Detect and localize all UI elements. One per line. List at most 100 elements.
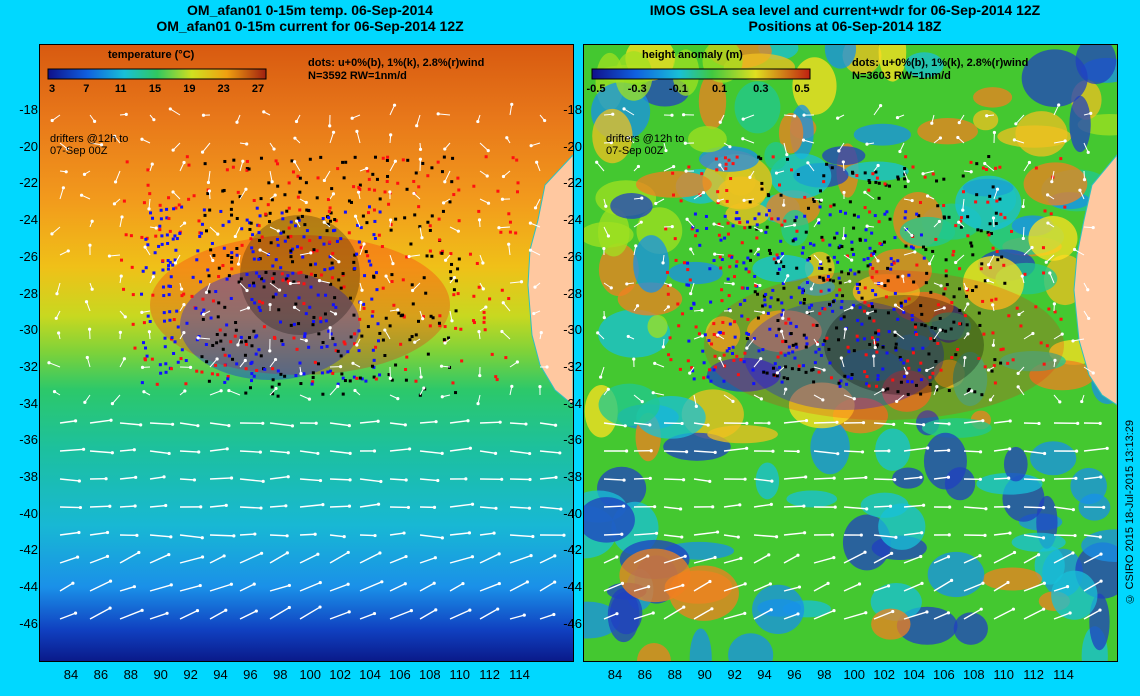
- current-arrow-head: [821, 398, 825, 402]
- drifter-dot: [896, 317, 900, 321]
- drifter-dot: [437, 321, 441, 325]
- current-arrow-head: [539, 330, 543, 335]
- drifter-dot: [352, 375, 356, 379]
- current-arrow: [409, 254, 421, 258]
- current-arrow-head: [90, 219, 94, 223]
- current-arrow: [843, 551, 866, 564]
- drifter-dot: [882, 240, 886, 244]
- current-arrow: [873, 389, 884, 396]
- drifter-dot: [358, 183, 362, 187]
- sea-level-map-panel[interactable]: height anomaly (m) -0.5 -0.3 -0.1 0.1 0.3 0.5…: [583, 44, 1118, 662]
- current-arrow: [119, 609, 143, 620]
- drifter-dot: [258, 300, 262, 304]
- current-arrow-head: [921, 172, 925, 176]
- drifter-dot: [131, 322, 135, 326]
- drifter-dot: [746, 220, 750, 224]
- drifter-dot: [693, 212, 697, 216]
- current-arrow-head: [54, 316, 58, 320]
- current-arrow-head: [797, 585, 802, 589]
- current-arrow-head: [1016, 385, 1020, 389]
- drifter-dot: [827, 347, 831, 351]
- drifter-dot: [973, 390, 977, 394]
- current-arrow-head: [1086, 288, 1090, 292]
- drifter-dot: [839, 306, 843, 310]
- drifter-dot: [253, 301, 257, 305]
- left-drifter-note: drifters @12h to 07-Sep 00Z: [50, 133, 128, 157]
- drifter-dot: [729, 177, 733, 181]
- drifter-dot: [870, 302, 874, 306]
- current-arrow: [109, 254, 121, 257]
- current-arrow-head: [839, 356, 843, 360]
- drifter-dot: [874, 331, 878, 335]
- drifter-dot: [828, 243, 832, 247]
- drifter-dot: [257, 224, 261, 228]
- current-arrow-head: [81, 447, 86, 451]
- drifter-dot: [235, 362, 239, 366]
- current-arrow-head: [604, 204, 608, 208]
- current-arrow: [329, 385, 339, 396]
- drifter-dot: [304, 275, 308, 279]
- drifter-dot: [297, 296, 301, 300]
- drifter-dot: [152, 271, 156, 275]
- drifter-dot: [971, 289, 975, 293]
- drifter-dot: [214, 363, 218, 367]
- drifter-dot: [168, 260, 172, 264]
- drifter-dot: [263, 367, 267, 371]
- drifter-dot: [262, 285, 266, 289]
- current-arrow-head: [183, 389, 187, 393]
- current-arrow-head: [236, 343, 240, 347]
- drifter-dot: [700, 172, 704, 176]
- current-arrow-head: [1048, 271, 1052, 275]
- current-arrow-head: [433, 556, 437, 560]
- current-arrow: [209, 534, 234, 537]
- drifter-dot: [877, 332, 881, 336]
- current-arrow: [449, 420, 469, 424]
- current-arrow: [389, 104, 395, 116]
- drifter-dot: [233, 334, 237, 338]
- drifter-dot: [755, 227, 759, 231]
- temperature-map-panel[interactable]: temperature (°C) 3 7 11 15 19 23 27 dots: u+0%…: [39, 44, 574, 662]
- current-arrow-head: [268, 349, 272, 353]
- drifter-dot: [808, 306, 812, 310]
- current-arrow-head: [938, 328, 942, 332]
- current-arrow: [903, 611, 928, 620]
- anomaly-patch: [609, 591, 643, 635]
- drifter-dot: [940, 328, 944, 332]
- drifter-dot: [717, 233, 721, 237]
- drifter-dot: [810, 303, 814, 307]
- current-arrow: [963, 419, 983, 424]
- current-arrow-head: [769, 502, 773, 506]
- current-arrow-head: [670, 225, 674, 229]
- current-arrow-head: [510, 102, 514, 106]
- current-arrow: [149, 504, 166, 508]
- drifter-dot: [187, 197, 191, 201]
- current-arrow-head: [1044, 260, 1048, 264]
- drifter-dot: [863, 286, 867, 290]
- drifter-dot: [918, 201, 922, 205]
- drifter-dot: [276, 369, 280, 373]
- anomaly-patch: [878, 503, 926, 550]
- current-arrow-head: [1012, 550, 1017, 555]
- drifter-dot: [761, 348, 765, 352]
- drifter-dot: [283, 239, 287, 243]
- current-arrow: [633, 477, 651, 480]
- drifter-dot: [835, 326, 839, 330]
- drifter-dot: [304, 312, 308, 316]
- drifter-dot: [868, 342, 872, 346]
- current-arrow-head: [485, 174, 489, 178]
- drifter-dot: [164, 362, 168, 366]
- drifter-dot: [876, 338, 880, 342]
- colorbar-tick: 0.5: [794, 83, 810, 95]
- drifter-dot: [291, 170, 295, 174]
- current-arrow-head: [362, 242, 366, 246]
- drifter-dot: [176, 360, 180, 364]
- current-arrow-head: [822, 368, 826, 372]
- drifter-dot: [794, 342, 798, 346]
- drifter-dot: [313, 360, 317, 364]
- drifter-dot: [261, 301, 265, 305]
- current-arrow-head: [105, 554, 110, 558]
- current-arrow-head: [440, 536, 444, 540]
- current-arrow-head: [937, 219, 942, 224]
- drifter-dot: [819, 289, 823, 293]
- drifter-dot: [292, 280, 296, 284]
